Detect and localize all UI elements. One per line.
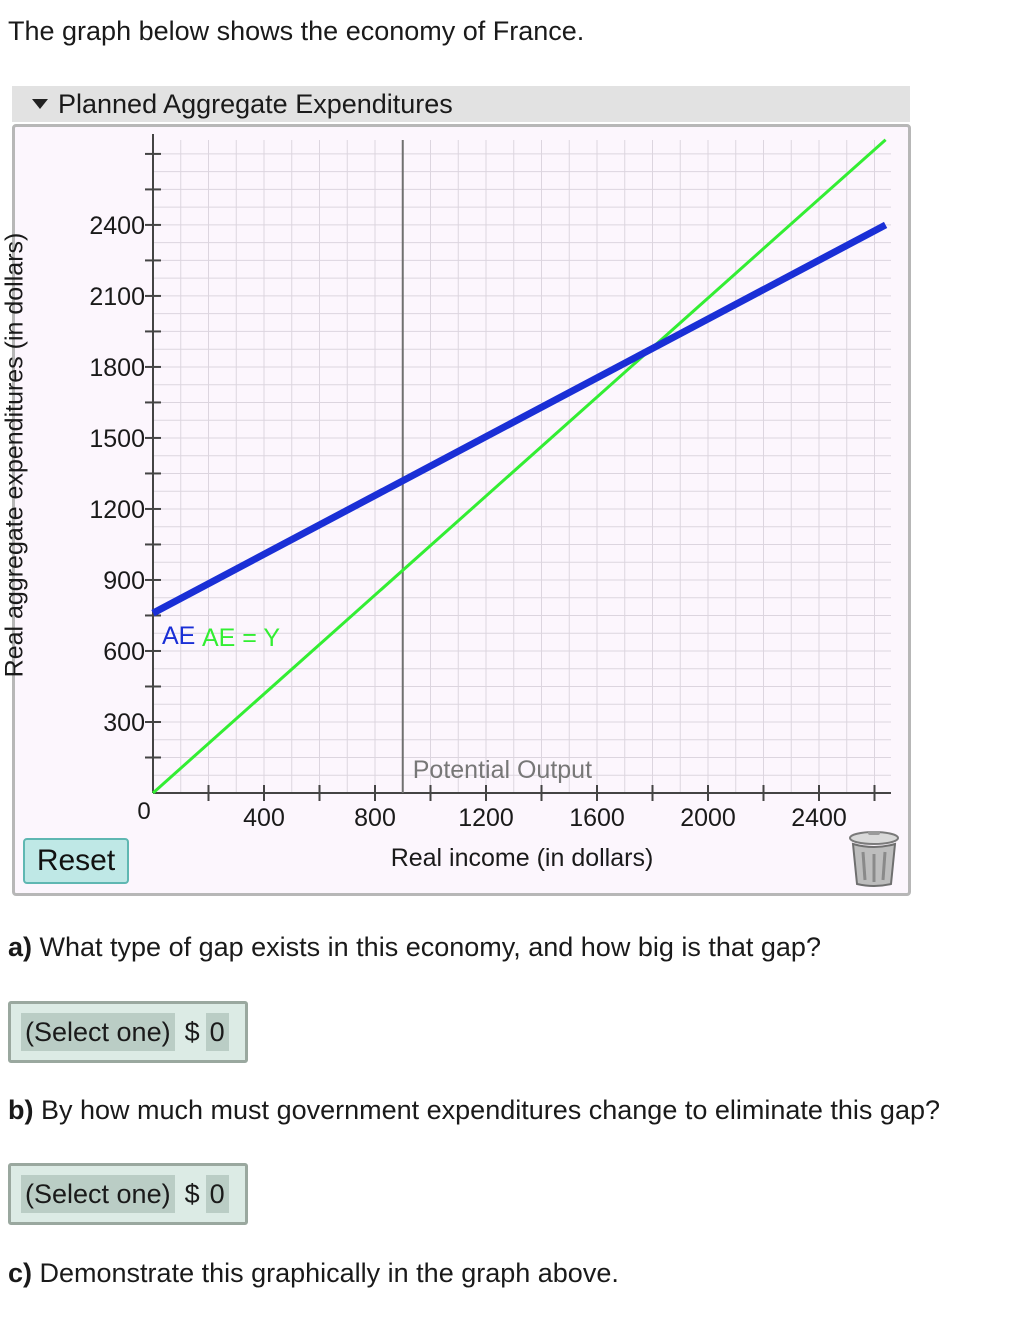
x-tick-label: 400: [243, 804, 285, 832]
x-tick-label: 1200: [458, 804, 514, 832]
y-tick-label: 2100: [89, 283, 145, 311]
y-tick-label: 300: [103, 709, 145, 737]
ae-line: [151, 221, 888, 617]
ae-label: AE: [162, 622, 195, 650]
spending-amount-input[interactable]: 0: [205, 1175, 229, 1213]
question-c-letter: c): [8, 1258, 33, 1288]
trash-icon[interactable]: [846, 830, 902, 888]
question-b-text: By how much must government expenditures…: [33, 1095, 940, 1125]
potential-output-label: Potential Output: [413, 756, 592, 784]
panel-title: Planned Aggregate Expenditures: [58, 88, 453, 119]
origin-label: 0: [137, 798, 150, 825]
y-tick-label: 1500: [89, 425, 145, 453]
question-c-text: Demonstrate this graphically in the grap…: [32, 1258, 619, 1288]
answer-a: (Select one) $ 0: [8, 1001, 248, 1063]
intro-text: The graph below shows the economy of Fra…: [8, 16, 585, 46]
question-c: c) Demonstrate this graphically in the g…: [8, 1258, 619, 1289]
y-tick-label: 900: [103, 567, 145, 595]
question-a-letter: a): [8, 932, 33, 962]
question-b: b) By how much must government expenditu…: [8, 1095, 940, 1126]
dollar-sign: $: [184, 1016, 200, 1047]
y-tick-label: 2400: [89, 212, 145, 240]
ae-equals-y-line: [152, 138, 887, 795]
question-a-text: What type of gap exists in this economy,…: [32, 932, 821, 962]
question-b-letter: b): [8, 1095, 34, 1125]
gap-amount-input[interactable]: 0: [205, 1013, 229, 1051]
x-tick-label: 2000: [680, 804, 736, 832]
reset-button[interactable]: Reset: [23, 838, 129, 884]
x-tick-label: 2400: [791, 804, 847, 832]
ae-chart[interactable]: 300 600 900 1200 1500 1800 2100 2400 400 800 1200 1…: [0, 0, 1011, 900]
dollar-sign: $: [184, 1178, 200, 1209]
gap-type-select[interactable]: (Select one): [21, 1013, 175, 1051]
x-axis-label: Real income (in dollars): [391, 844, 654, 872]
y-tick-label: 1800: [89, 354, 145, 382]
ae-equals-y-label: AE = Y: [202, 624, 280, 652]
y-axis-label: Real aggregate expenditures (in dollars): [0, 232, 29, 678]
question-a: a) What type of gap exists in this econo…: [8, 932, 821, 963]
y-tick-label: 600: [103, 638, 145, 666]
panel-header[interactable]: Planned Aggregate Expenditures: [12, 86, 910, 122]
x-tick-label: 800: [354, 804, 396, 832]
x-tick-label: 1600: [569, 804, 625, 832]
spending-change-select[interactable]: (Select one): [21, 1175, 175, 1213]
answer-b: (Select one) $ 0: [8, 1163, 248, 1225]
caret-down-icon[interactable]: [32, 99, 48, 109]
y-tick-label: 1200: [89, 496, 145, 524]
